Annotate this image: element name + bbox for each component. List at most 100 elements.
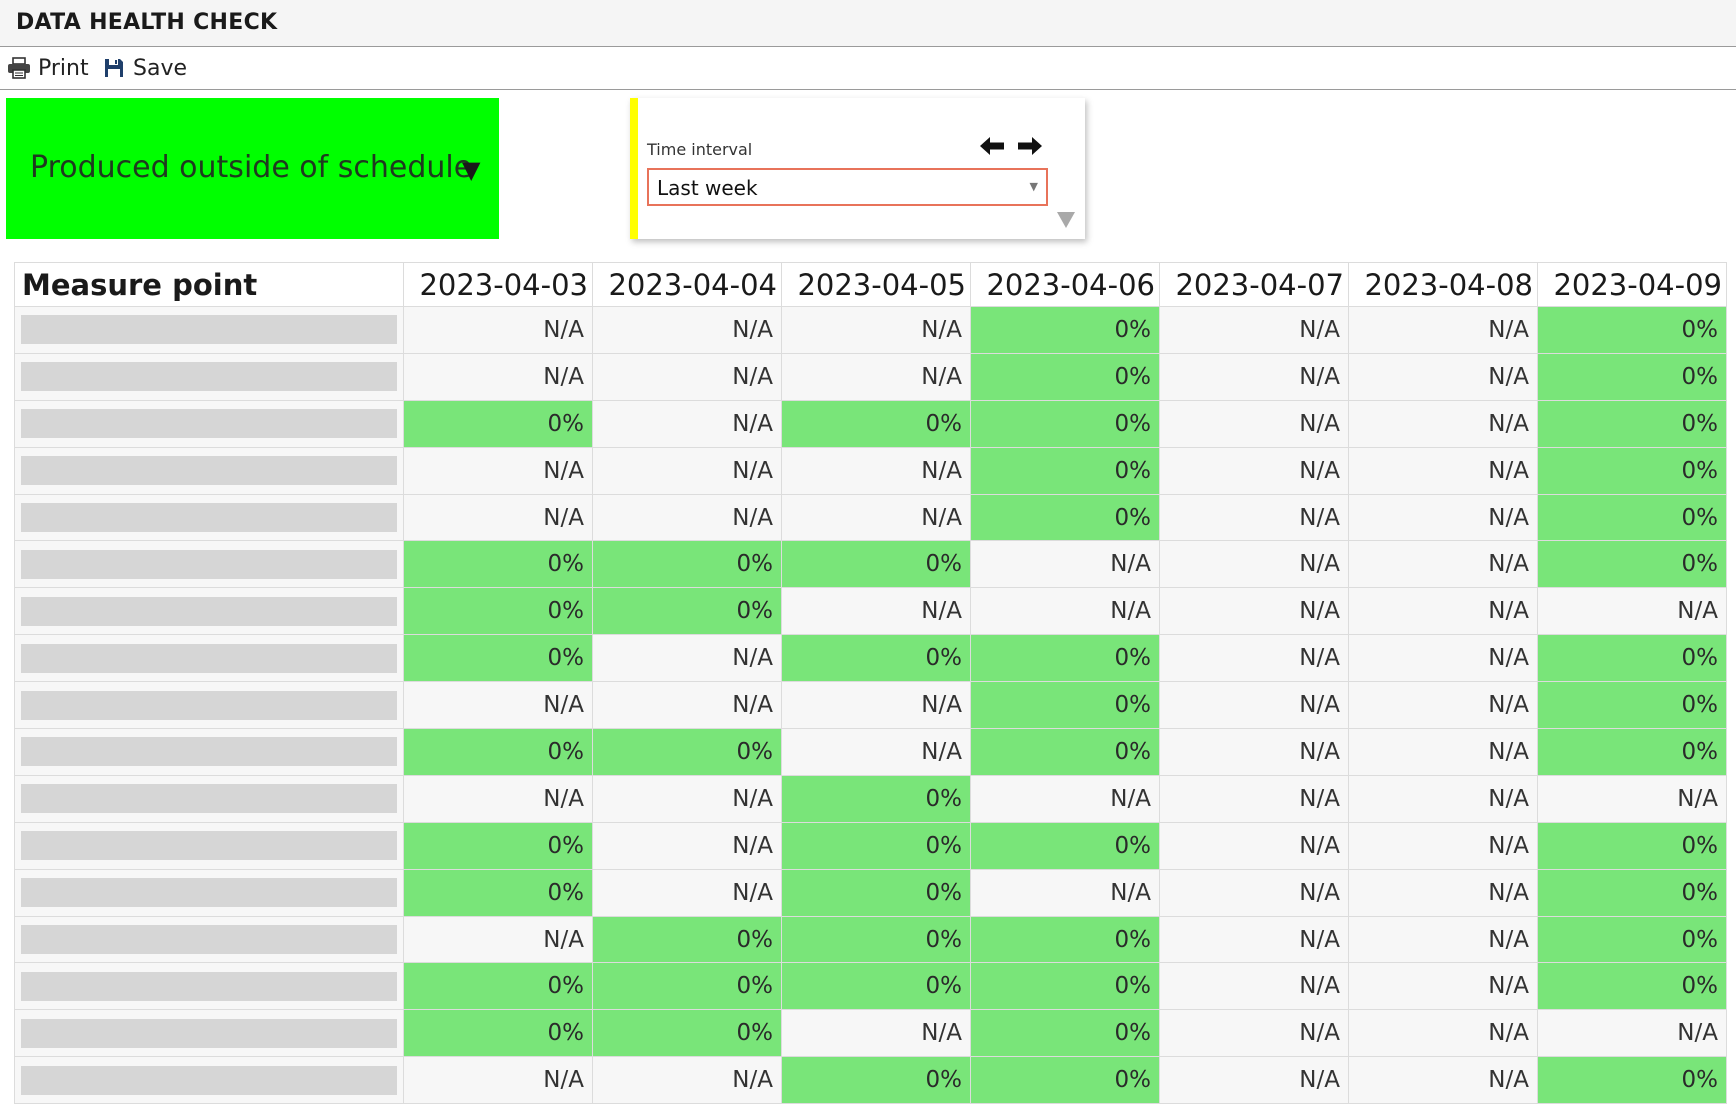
measure-point-cell[interactable] xyxy=(14,587,404,636)
table-row[interactable]: 0% 0% 0% 0% N/A N/A 0% xyxy=(14,962,1727,1011)
value-cell[interactable]: N/A xyxy=(403,446,593,495)
value-cell[interactable]: 0% xyxy=(970,306,1160,354)
value-cell[interactable]: N/A xyxy=(1159,493,1349,542)
value-cell[interactable]: 0% xyxy=(403,1009,593,1058)
value-cell[interactable]: 0% xyxy=(781,399,971,448)
column-header-date[interactable]: 2023-04-04 xyxy=(592,262,782,307)
value-cell[interactable]: N/A xyxy=(403,681,593,730)
table-row[interactable]: N/A N/A N/A 0% N/A N/A 0% xyxy=(14,493,1727,542)
value-cell[interactable]: 0% xyxy=(970,1009,1160,1058)
value-cell[interactable]: 0% xyxy=(970,352,1160,401)
value-cell[interactable]: N/A xyxy=(781,493,971,542)
table-row[interactable]: 0% 0% N/A 0% N/A N/A 0% xyxy=(14,728,1727,776)
value-cell[interactable]: N/A xyxy=(781,352,971,401)
value-cell[interactable]: N/A xyxy=(592,352,782,401)
table-row[interactable]: 0% 0% 0% N/A N/A N/A 0% xyxy=(14,540,1727,589)
value-cell[interactable]: N/A xyxy=(1159,399,1349,448)
value-cell[interactable]: N/A xyxy=(1159,681,1349,730)
value-cell[interactable]: N/A xyxy=(592,774,782,823)
table-row[interactable]: 0% N/A 0% N/A N/A N/A 0% xyxy=(14,868,1727,917)
value-cell[interactable]: N/A xyxy=(592,681,782,730)
table-row[interactable]: N/A 0% 0% 0% N/A N/A 0% xyxy=(14,915,1727,964)
value-cell[interactable]: N/A xyxy=(1159,962,1349,1011)
measure-point-cell[interactable] xyxy=(14,681,404,730)
value-cell[interactable]: 0% xyxy=(1537,540,1727,589)
value-cell[interactable]: 0% xyxy=(403,821,593,870)
value-cell[interactable]: 0% xyxy=(403,587,593,636)
value-cell[interactable]: N/A xyxy=(970,587,1160,636)
value-cell[interactable]: N/A xyxy=(592,306,782,354)
value-cell[interactable]: 0% xyxy=(592,1009,782,1058)
value-cell[interactable]: 0% xyxy=(592,962,782,1011)
column-header-date[interactable]: 2023-04-05 xyxy=(781,262,971,307)
measure-point-cell[interactable] xyxy=(14,915,404,964)
value-cell[interactable]: N/A xyxy=(1348,493,1538,542)
value-cell[interactable]: N/A xyxy=(403,1056,593,1105)
value-cell[interactable]: N/A xyxy=(1159,728,1349,776)
value-cell[interactable]: N/A xyxy=(1159,821,1349,870)
value-cell[interactable]: N/A xyxy=(1159,634,1349,683)
measure-point-cell[interactable] xyxy=(14,634,404,683)
table-row[interactable]: 0% 0% N/A 0% N/A N/A N/A xyxy=(14,1009,1727,1058)
value-cell[interactable]: N/A xyxy=(592,1056,782,1105)
measure-point-cell[interactable] xyxy=(14,821,404,870)
filter-icon[interactable] xyxy=(1056,211,1076,229)
value-cell[interactable]: N/A xyxy=(1159,352,1349,401)
table-row[interactable]: N/A N/A N/A 0% N/A N/A 0% xyxy=(14,352,1727,401)
value-cell[interactable]: 0% xyxy=(403,962,593,1011)
value-cell[interactable]: N/A xyxy=(1348,1009,1538,1058)
table-row[interactable]: 0% 0% N/A N/A N/A N/A N/A xyxy=(14,587,1727,636)
value-cell[interactable]: 0% xyxy=(970,1056,1160,1105)
value-cell[interactable]: 0% xyxy=(970,399,1160,448)
column-header-date[interactable]: 2023-04-06 xyxy=(970,262,1160,307)
table-row[interactable]: N/A N/A N/A 0% N/A N/A 0% xyxy=(14,681,1727,730)
table-row[interactable]: 0% N/A 0% 0% N/A N/A 0% xyxy=(14,634,1727,683)
value-cell[interactable]: N/A xyxy=(1348,681,1538,730)
table-row[interactable]: N/A N/A 0% 0% N/A N/A 0% xyxy=(14,1056,1727,1105)
value-cell[interactable]: N/A xyxy=(592,634,782,683)
value-cell[interactable]: 0% xyxy=(970,681,1160,730)
measure-point-cell[interactable] xyxy=(14,399,404,448)
table-row[interactable]: N/A N/A N/A 0% N/A N/A 0% xyxy=(14,446,1727,495)
value-cell[interactable]: N/A xyxy=(1159,587,1349,636)
value-cell[interactable]: 0% xyxy=(1537,352,1727,401)
value-cell[interactable]: N/A xyxy=(1159,540,1349,589)
measure-point-cell[interactable] xyxy=(14,493,404,542)
column-header-date[interactable]: 2023-04-08 xyxy=(1348,262,1538,307)
value-cell[interactable]: N/A xyxy=(1348,634,1538,683)
value-cell[interactable]: N/A xyxy=(1348,774,1538,823)
value-cell[interactable]: 0% xyxy=(1537,681,1727,730)
value-cell[interactable]: 0% xyxy=(970,915,1160,964)
value-cell[interactable]: 0% xyxy=(781,634,971,683)
value-cell[interactable]: N/A xyxy=(1159,868,1349,917)
value-cell[interactable]: N/A xyxy=(592,446,782,495)
arrow-left-icon[interactable] xyxy=(978,134,1006,158)
value-cell[interactable]: 0% xyxy=(970,728,1160,776)
value-cell[interactable]: N/A xyxy=(403,915,593,964)
measure-point-cell[interactable] xyxy=(14,540,404,589)
value-cell[interactable]: 0% xyxy=(403,540,593,589)
value-cell[interactable]: 0% xyxy=(970,446,1160,495)
value-cell[interactable]: N/A xyxy=(1348,446,1538,495)
column-header-date[interactable]: 2023-04-07 xyxy=(1159,262,1349,307)
value-cell[interactable]: 0% xyxy=(1537,399,1727,448)
value-cell[interactable]: N/A xyxy=(781,681,971,730)
value-cell[interactable]: 0% xyxy=(403,868,593,917)
measure-point-cell[interactable] xyxy=(14,1056,404,1105)
value-cell[interactable]: 0% xyxy=(1537,915,1727,964)
value-cell[interactable]: N/A xyxy=(1159,306,1349,354)
value-cell[interactable]: 0% xyxy=(1537,1056,1727,1105)
table-row[interactable]: 0% N/A 0% 0% N/A N/A 0% xyxy=(14,399,1727,448)
value-cell[interactable]: N/A xyxy=(403,352,593,401)
value-cell[interactable]: 0% xyxy=(781,821,971,870)
value-cell[interactable]: 0% xyxy=(403,399,593,448)
value-cell[interactable]: 0% xyxy=(1537,446,1727,495)
column-header-date[interactable]: 2023-04-03 xyxy=(403,262,593,307)
value-cell[interactable]: N/A xyxy=(781,446,971,495)
value-cell[interactable]: N/A xyxy=(403,306,593,354)
measure-point-cell[interactable] xyxy=(14,1009,404,1058)
value-cell[interactable]: 0% xyxy=(781,915,971,964)
measure-point-cell[interactable] xyxy=(14,728,404,776)
value-cell[interactable]: N/A xyxy=(1348,540,1538,589)
value-cell[interactable]: N/A xyxy=(970,540,1160,589)
